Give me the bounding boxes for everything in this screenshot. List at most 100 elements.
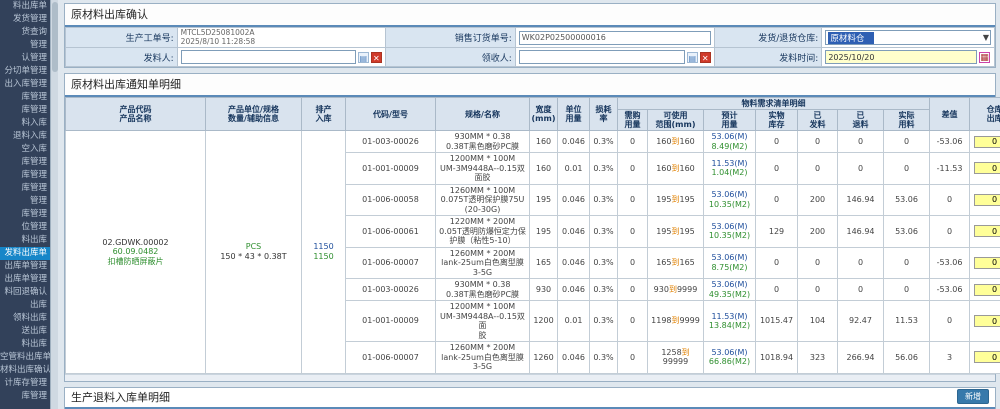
sidebar-item[interactable]: 管理: [29, 40, 47, 50]
outbound-qty-cell: [969, 183, 1000, 216]
calendar-icon[interactable]: ▦: [979, 51, 990, 63]
sales-order-input[interactable]: [518, 30, 711, 45]
sidebar-item[interactable]: 发货管理: [12, 14, 47, 24]
range-separator: 到: [671, 136, 680, 146]
sidebar-item[interactable]: 出入库管理: [4, 79, 47, 89]
sidebar-item[interactable]: 料出库: [21, 339, 47, 349]
issued-value: 0: [797, 278, 838, 301]
sidebar-item[interactable]: 库管理: [21, 92, 47, 102]
unit-usage-value: 0.046: [557, 215, 590, 248]
material-code: 01-001-00009: [345, 300, 436, 342]
sidebar-item[interactable]: 库管理: [21, 183, 47, 193]
add-row-button[interactable]: 新增: [957, 389, 989, 404]
warehouse-selected-value: 原材料仓: [828, 31, 875, 44]
return-panel: 生产退料入库单明细 新增 *物料编码物料名称规格芯管 直径(mm)入库 直径(m…: [64, 386, 996, 409]
sidebar-item[interactable]: 分切单管理: [4, 66, 47, 76]
clear-icon[interactable]: ✕: [370, 51, 382, 63]
sidebar-item[interactable]: 计库存管理: [4, 378, 47, 388]
sidebar-item[interactable]: 料出库: [21, 235, 47, 245]
group-header-requirements: 物料需求清单明细: [616, 97, 931, 110]
outbound-qty-input[interactable]: [973, 162, 1000, 175]
outbound-qty-input[interactable]: [973, 256, 1000, 269]
range-from: 195: [656, 195, 672, 204]
table-horizontal-scrollbar[interactable]: [65, 373, 995, 381]
sidebar-item[interactable]: 库管理: [21, 391, 47, 401]
clear-icon[interactable]: ✕: [699, 51, 711, 63]
actual-usage-value: 53.06: [882, 183, 931, 216]
sidebar-item[interactable]: 出库: [29, 300, 47, 310]
estimated-usage-m2: 49.35(M2): [708, 289, 751, 299]
range-from: 1258: [661, 347, 682, 357]
plan-qty-bottom: 1150: [313, 251, 334, 261]
sidebar-item[interactable]: 料入库: [21, 118, 47, 128]
sidebar-item[interactable]: 料出库单: [12, 1, 47, 11]
estimated-usage-m: 53.06(M): [711, 280, 748, 289]
col-code: 代码/型号: [345, 97, 436, 131]
outbound-qty-cell: [969, 300, 1000, 342]
range-from: 160: [656, 163, 672, 173]
estimated-usage-value: 53.06(M) 49.35(M2): [703, 278, 756, 301]
col-name: 规格/名称: [435, 97, 530, 131]
stock-value: 0: [755, 152, 798, 185]
outbound-qty-input[interactable]: [973, 283, 1000, 296]
sidebar-item[interactable]: 库管理: [21, 105, 47, 115]
sidebar-item[interactable]: 出库单管理: [4, 261, 47, 271]
sidebar-item[interactable]: 货查询: [21, 27, 47, 37]
sidebar-item[interactable]: 领料出库: [12, 313, 47, 323]
loss-rate-value: 0.3%: [589, 183, 618, 216]
sidebar-item[interactable]: 库管理: [21, 209, 47, 219]
material-name: 1260MM * 200M lank-25um白色离型膜 3-5G: [435, 341, 530, 374]
sidebar-item[interactable]: 材料出库确认: [0, 365, 50, 375]
outbound-qty-input[interactable]: [973, 135, 1000, 148]
purchase-qty-value: 0: [617, 215, 648, 248]
range-to: 165: [679, 258, 695, 267]
range-to: 160: [679, 163, 695, 173]
width-value: 195: [529, 183, 558, 216]
unit-usage-value: 0.046: [557, 130, 590, 153]
chevron-down-icon: ▼: [982, 33, 989, 42]
unit-usage-value: 0.01: [557, 152, 590, 185]
loss-rate-value: 0.3%: [589, 152, 618, 185]
receiver-input[interactable]: [518, 50, 685, 64]
sidebar-item[interactable]: 库管理: [21, 170, 47, 180]
issuer-input[interactable]: [180, 50, 356, 64]
sidebar-item[interactable]: 空管料出库单: [0, 352, 50, 362]
sidebar-item[interactable]: 料回退确认: [4, 287, 47, 297]
range-separator: 到: [681, 347, 690, 357]
issue-time-input[interactable]: [825, 50, 977, 64]
outbound-qty-input[interactable]: [973, 315, 1000, 327]
outbound-qty-input[interactable]: [973, 193, 1000, 206]
product-code2: 60.09.0482: [112, 247, 159, 256]
person-picker-icon[interactable]: ▤: [686, 51, 698, 63]
usable-range-value: 165到165: [647, 246, 704, 279]
scrollbar-thumb[interactable]: [51, 2, 58, 72]
stock-value: 1018.94: [755, 341, 798, 374]
sidebar-item[interactable]: 管理: [29, 196, 47, 206]
sidebar-item[interactable]: 库管理: [21, 157, 47, 167]
sidebar-item[interactable]: 出库单管理: [4, 274, 47, 284]
sidebar-item[interactable]: 送出库: [21, 326, 47, 336]
person-picker-icon[interactable]: ▤: [357, 51, 369, 63]
sidebar-item[interactable]: 认管理: [21, 53, 47, 63]
estimated-usage-value: 53.06(M) 10.35(M2): [703, 183, 756, 216]
warehouse-select[interactable]: 原材料仓 ▼: [825, 30, 991, 45]
sidebar: 料出库单 发货管理 货查询 管理 认管理 分切单管理 出入库管理 库管理 库管理 料入库 退料入库空…: [0, 0, 50, 409]
material-code: 01-006-00058: [345, 183, 436, 216]
sidebar-item[interactable]: 空入库: [21, 144, 47, 154]
loss-rate-value: 0.3%: [589, 341, 618, 374]
diff-value: -53.06: [929, 278, 971, 301]
sidebar-item[interactable]: 发料出库单: [0, 247, 50, 260]
sidebar-item[interactable]: 退料入库: [12, 131, 47, 141]
table-row: 01-001-00009 1200MM * 100M UM-3M9448A--0.…: [66, 152, 1000, 185]
col-product-spec: 产品单位/规格 数量/辅助信息: [205, 97, 302, 131]
outbound-qty-input[interactable]: [973, 225, 1000, 238]
outbound-qty-input[interactable]: [973, 351, 1000, 364]
width-value: 165: [529, 246, 558, 279]
col-purchase: 需购 用量: [617, 109, 648, 131]
sidebar-scrollbar[interactable]: [50, 0, 58, 409]
returned-value: 0: [837, 130, 884, 153]
material-name: 1200MM * 100M UM-3M9448A--0.15双面 胶: [435, 300, 530, 342]
usable-range-value: 1258到99999: [647, 341, 704, 374]
outbound-qty-cell: [969, 278, 1000, 301]
sidebar-item[interactable]: 位管理: [21, 222, 47, 232]
